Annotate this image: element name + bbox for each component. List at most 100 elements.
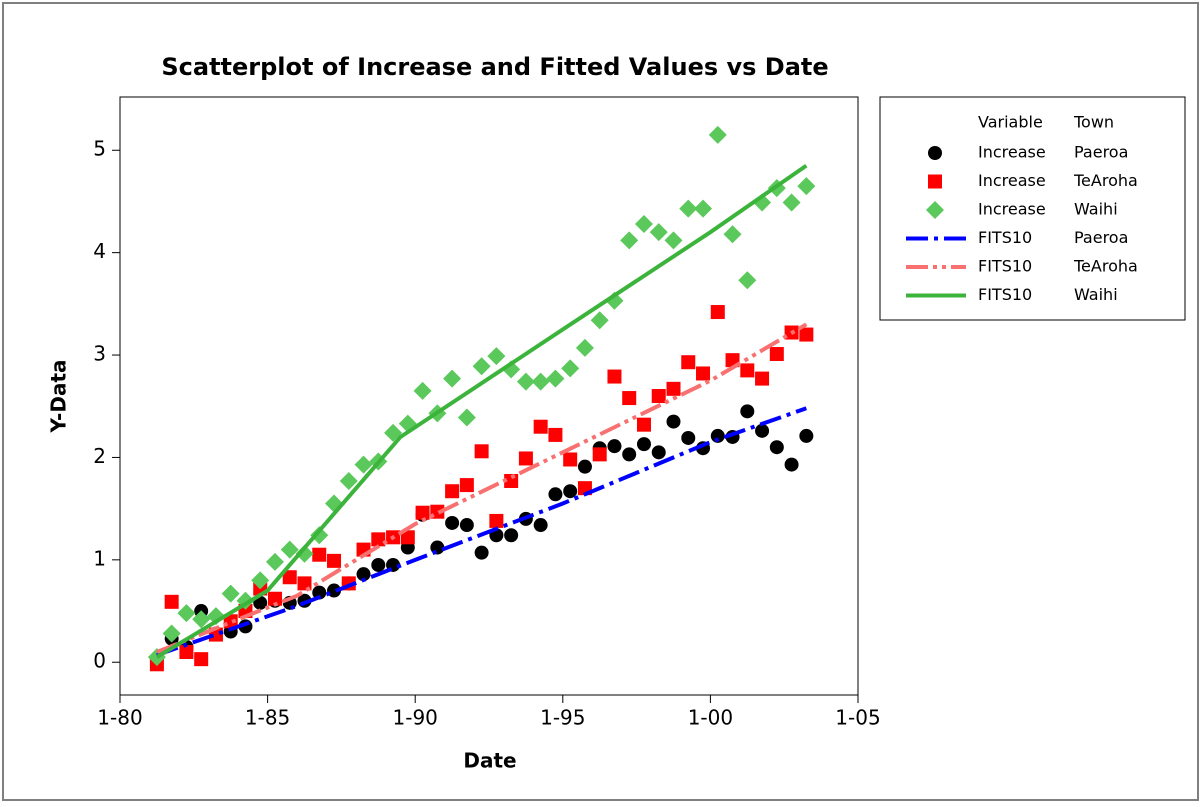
- point: [563, 484, 578, 499]
- x-tick-label: 1-80: [97, 706, 142, 730]
- point: [723, 225, 742, 244]
- legend-label: Increase: [978, 200, 1046, 219]
- point: [531, 372, 550, 391]
- legend-label: Increase: [978, 171, 1046, 190]
- point: [546, 369, 565, 388]
- fit-line: [156, 406, 808, 657]
- point: [192, 610, 211, 629]
- plot-area: [119, 96, 859, 696]
- point: [312, 547, 327, 562]
- point: [696, 366, 711, 381]
- point: [371, 557, 386, 572]
- y-tick-label: 5: [93, 137, 106, 161]
- point: [649, 223, 668, 242]
- point: [679, 199, 698, 218]
- x-tick-label: 1-85: [245, 706, 290, 730]
- point: [563, 452, 578, 467]
- point: [445, 484, 460, 499]
- point: [681, 430, 696, 445]
- legend-label: TeAroha: [1073, 257, 1138, 276]
- x-tick-label: 1-90: [393, 706, 438, 730]
- x-tick-label: 1-00: [688, 706, 733, 730]
- point: [769, 347, 784, 362]
- point: [251, 571, 270, 590]
- legend-header: Variable: [978, 113, 1043, 132]
- point: [784, 457, 799, 472]
- point: [666, 414, 681, 429]
- point: [651, 445, 666, 460]
- point: [620, 231, 639, 250]
- point: [487, 347, 506, 366]
- point: [799, 327, 814, 342]
- legend-label: Waihi: [1074, 200, 1118, 219]
- legend-label: Waihi: [1074, 285, 1118, 304]
- point: [280, 540, 299, 559]
- point: [755, 371, 770, 386]
- point: [164, 594, 179, 609]
- point: [327, 553, 342, 568]
- point: [622, 391, 637, 406]
- point: [755, 423, 770, 438]
- legend-label: TeAroha: [1073, 171, 1138, 190]
- point: [769, 440, 784, 455]
- point: [177, 604, 196, 623]
- y-axis-label: Y-Data: [47, 360, 71, 434]
- point: [265, 552, 284, 571]
- point: [548, 427, 563, 442]
- point: [354, 455, 373, 474]
- y-tick-label: 1: [93, 546, 106, 570]
- legend-swatch: [926, 201, 944, 219]
- point: [445, 515, 460, 530]
- point: [561, 359, 580, 378]
- point: [282, 570, 297, 585]
- point: [400, 530, 415, 545]
- point: [797, 177, 816, 196]
- point: [312, 585, 327, 600]
- point: [413, 381, 432, 400]
- x-axis-label: Date: [463, 749, 516, 773]
- point: [474, 444, 489, 459]
- x-tick-label: 1-95: [540, 706, 585, 730]
- point: [738, 271, 757, 290]
- point: [457, 408, 476, 427]
- point: [310, 526, 329, 545]
- legend-header: Town: [1073, 113, 1114, 132]
- point: [371, 532, 386, 547]
- point: [472, 357, 491, 376]
- point: [592, 447, 607, 462]
- point: [666, 381, 681, 396]
- point: [415, 505, 430, 520]
- legend-label: Paeroa: [1074, 143, 1128, 162]
- point: [636, 417, 651, 432]
- point: [577, 459, 592, 474]
- point: [474, 545, 489, 560]
- point: [339, 471, 358, 490]
- point: [634, 214, 653, 233]
- point: [681, 355, 696, 370]
- fit-line: [155, 163, 808, 659]
- point: [740, 404, 755, 419]
- point: [782, 193, 801, 212]
- fit-line: [156, 322, 808, 654]
- point: [607, 439, 622, 454]
- point: [575, 338, 594, 357]
- legend-label: FITS10: [978, 228, 1032, 247]
- point: [518, 451, 533, 466]
- legend-swatch: [928, 146, 942, 160]
- point: [651, 389, 666, 403]
- point: [664, 231, 683, 250]
- point: [221, 584, 240, 603]
- point: [533, 518, 548, 533]
- point: [636, 437, 651, 452]
- point: [516, 372, 535, 391]
- point: [799, 428, 814, 443]
- legend-label: Paeroa: [1074, 228, 1128, 247]
- point: [740, 363, 755, 378]
- y-tick-label: 2: [93, 444, 106, 468]
- point: [710, 428, 725, 443]
- point: [694, 199, 713, 218]
- y-tick-label: 3: [93, 342, 106, 366]
- point: [179, 644, 194, 659]
- point: [504, 528, 519, 543]
